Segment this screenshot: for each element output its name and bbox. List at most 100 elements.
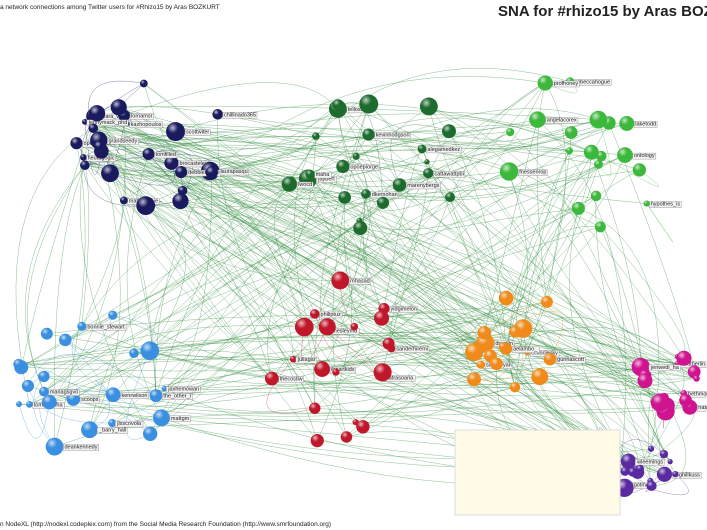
node-shine xyxy=(632,163,647,177)
node-shine xyxy=(659,449,669,459)
node-label-box xyxy=(96,427,128,434)
node-shine xyxy=(373,363,392,382)
node-label-box xyxy=(426,146,462,154)
edge xyxy=(428,106,671,462)
edge xyxy=(145,205,504,348)
edge xyxy=(210,170,678,357)
node-shine xyxy=(108,419,117,428)
edge xyxy=(98,140,667,406)
node-shine xyxy=(543,353,557,366)
node-shine xyxy=(392,178,407,192)
node-label-box xyxy=(129,121,164,129)
edge xyxy=(164,226,601,389)
node-shine xyxy=(212,108,223,120)
node-shine xyxy=(687,365,701,379)
node-shine xyxy=(571,201,585,215)
edge xyxy=(180,171,384,309)
edge xyxy=(150,122,610,434)
node-label: rebeccahogue xyxy=(575,80,610,86)
node-shine xyxy=(140,341,160,361)
node-shine xyxy=(332,99,344,111)
node-shine xyxy=(650,393,669,412)
edge xyxy=(29,173,429,405)
node-shine xyxy=(540,295,553,308)
node-shine xyxy=(152,409,170,427)
edge xyxy=(381,122,610,319)
edge xyxy=(148,113,592,155)
edge xyxy=(325,226,601,334)
group-box xyxy=(454,429,621,516)
node-label-box xyxy=(545,117,579,124)
node-shine xyxy=(39,386,49,397)
node-shine xyxy=(281,176,298,192)
node-label-box xyxy=(154,151,178,159)
edge xyxy=(383,148,423,309)
node-label-box xyxy=(115,420,144,428)
node-label-box xyxy=(86,119,129,127)
node-label-box xyxy=(552,80,580,88)
node-shine xyxy=(294,317,314,337)
node-label: profhoney xyxy=(554,81,579,87)
node-label: jenwedi_ha xyxy=(650,365,680,371)
node-shine xyxy=(205,166,218,179)
node-shine xyxy=(590,190,602,202)
edge xyxy=(342,166,475,380)
node-shine xyxy=(445,192,455,203)
node-shine xyxy=(637,373,653,389)
node-label-box xyxy=(48,389,80,396)
node-shine xyxy=(177,185,188,196)
node-label-box xyxy=(120,392,149,399)
node-shine xyxy=(21,379,35,393)
node-shine xyxy=(264,371,279,386)
edge xyxy=(101,151,290,187)
node-label-box xyxy=(648,364,681,372)
edge xyxy=(266,358,315,414)
edge xyxy=(73,378,697,417)
edge xyxy=(43,380,645,392)
node-shine xyxy=(129,348,139,358)
node-shine xyxy=(619,115,635,131)
edge xyxy=(600,226,665,475)
edge xyxy=(355,301,548,423)
node-label: dkernohan xyxy=(372,192,398,198)
node-shine xyxy=(318,318,336,336)
node-label-box xyxy=(395,346,430,353)
edge xyxy=(95,379,151,434)
edge xyxy=(98,140,326,331)
node-label: kazhopoulos xyxy=(131,122,162,128)
node-shine xyxy=(672,470,679,478)
edge xyxy=(309,154,626,199)
edge xyxy=(101,144,601,228)
node-label: jaybert xyxy=(317,177,335,183)
node-shine xyxy=(166,122,186,142)
node-label: laurapasqu xyxy=(220,169,247,175)
node-shine xyxy=(108,310,118,320)
node-label: lornamsr xyxy=(131,113,153,119)
node-shine xyxy=(499,162,519,181)
edge xyxy=(508,171,661,403)
edge xyxy=(76,142,90,327)
edge xyxy=(123,155,311,201)
node-shine xyxy=(142,148,155,160)
node-shine xyxy=(59,333,72,347)
edge xyxy=(84,121,102,175)
node-shine xyxy=(45,437,64,456)
node-label-box xyxy=(433,171,466,178)
edge xyxy=(182,190,294,360)
node-shine xyxy=(490,357,503,371)
node-label: aelambo_ xyxy=(513,347,538,353)
edge xyxy=(546,155,602,302)
node-shine xyxy=(175,166,188,179)
node-label: the_other_r xyxy=(163,394,191,400)
node-label: sara_wicke xyxy=(103,114,131,120)
edge xyxy=(484,119,538,333)
edge xyxy=(33,376,55,447)
node-label: alegamedkez xyxy=(427,147,460,153)
node-label: hypothes_is xyxy=(651,202,681,208)
node-shine xyxy=(620,466,630,476)
edge xyxy=(127,123,510,172)
edge xyxy=(89,173,429,430)
node-shine xyxy=(596,150,607,162)
edge xyxy=(18,340,697,379)
